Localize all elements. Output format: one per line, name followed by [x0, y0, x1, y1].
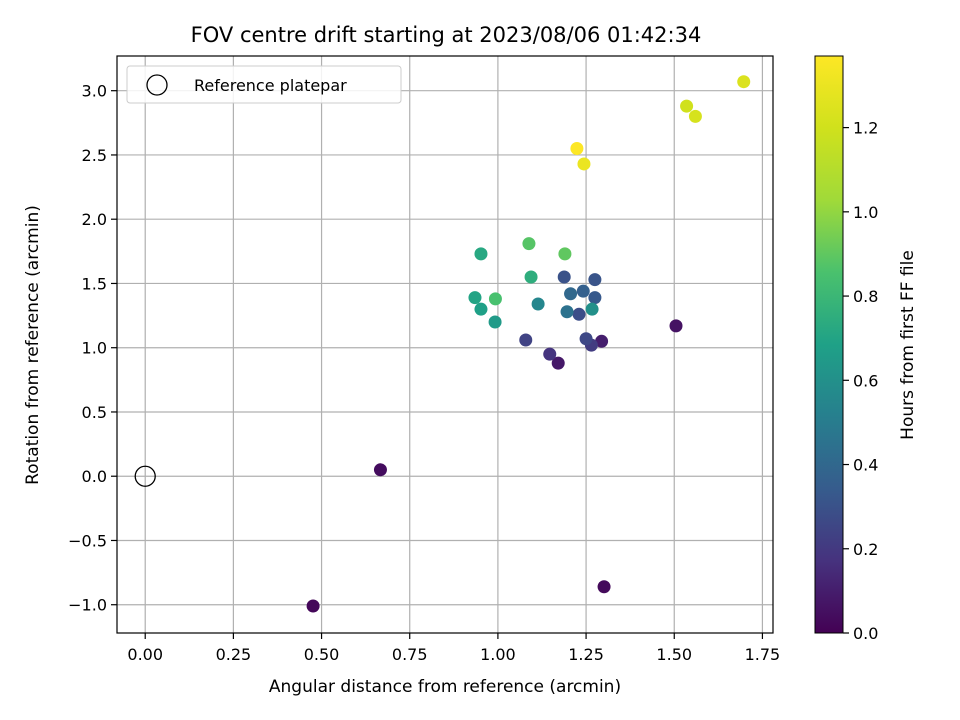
- colorbar: 0.0 0.2 0.4 0.6 0.8 1.0 1.2 Hours from first F…: [814, 55, 918, 643]
- reference-platepar-marker: [134, 465, 156, 487]
- data-point: [588, 273, 602, 287]
- data-point: [595, 334, 609, 348]
- legend-reference-marker: [146, 74, 168, 96]
- data-point: [558, 247, 572, 261]
- y-tick-label: 1.0: [82, 339, 107, 358]
- y-tick-label: −0.5: [68, 531, 107, 550]
- y-tick-label: 2.0: [82, 210, 107, 229]
- chart-title: FOV centre drift starting at 2023/08/06 …: [191, 23, 702, 47]
- data-point: [306, 599, 320, 613]
- x-tick-label: 0.00: [127, 645, 163, 664]
- y-tick-label: 0.0: [82, 467, 107, 486]
- colorbar-tick-label: 0.6: [853, 371, 878, 390]
- data-point: [531, 297, 545, 311]
- colorbar-tick-label: 1.0: [853, 203, 878, 222]
- data-point: [519, 333, 533, 347]
- data-points: [134, 75, 751, 613]
- data-point: [680, 99, 694, 113]
- plot-frame: [116, 55, 774, 634]
- y-tick-label: 3.0: [82, 82, 107, 101]
- colorbar-frame: [814, 55, 844, 634]
- colorbar-tick-label: 0.0: [853, 624, 878, 643]
- x-tick-label: 1.50: [656, 645, 692, 664]
- x-tick-label: 1.75: [745, 645, 781, 664]
- data-point: [474, 302, 488, 316]
- data-point: [522, 237, 536, 251]
- data-point: [688, 109, 702, 123]
- legend-box: [126, 65, 402, 104]
- data-point: [557, 270, 571, 284]
- data-point: [373, 463, 387, 477]
- data-point: [488, 292, 502, 306]
- data-point: [585, 302, 599, 316]
- data-point: [564, 287, 578, 301]
- data-point: [588, 291, 602, 305]
- x-axis-ticks: 0.00 0.25 0.50 0.75 1.00 1.25 1.50 1.75: [127, 633, 780, 664]
- data-point: [577, 157, 591, 171]
- y-tick-label: −1.0: [68, 596, 107, 615]
- data-point: [551, 356, 565, 370]
- colorbar-tick-label: 0.8: [853, 287, 878, 306]
- y-tick-label: 2.5: [82, 146, 107, 165]
- data-point: [579, 332, 593, 346]
- colorbar-tick-label: 1.2: [853, 119, 878, 138]
- colorbar-tick-label: 0.4: [853, 456, 878, 475]
- colorbar-label: Hours from first FF file: [898, 250, 918, 440]
- grid-lines: [117, 56, 773, 633]
- data-point: [474, 247, 488, 261]
- data-point: [488, 315, 502, 329]
- colorbar-tick-label: 0.2: [853, 540, 878, 559]
- x-axis-label: Angular distance from reference (arcmin): [269, 677, 621, 697]
- data-point: [737, 75, 751, 89]
- data-point: [669, 319, 683, 333]
- y-axis-ticks: −1.0 −0.5 0.0 0.5 1.0 1.5 2.0 2.5 3.0: [68, 82, 117, 615]
- data-point: [572, 307, 586, 321]
- colorbar-gradient: [815, 56, 843, 633]
- data-point: [570, 142, 584, 156]
- y-axis-label: Rotation from reference (arcmin): [23, 205, 43, 485]
- colorbar-ticks: 0.0 0.2 0.4 0.6 0.8 1.0 1.2: [843, 119, 878, 643]
- data-point: [560, 305, 574, 319]
- data-point: [576, 284, 590, 298]
- data-point: [524, 270, 538, 284]
- data-point: [543, 347, 557, 361]
- x-tick-label: 0.75: [392, 645, 428, 664]
- x-tick-label: 0.50: [304, 645, 340, 664]
- x-tick-label: 0.25: [216, 645, 252, 664]
- data-point: [468, 291, 482, 305]
- y-tick-label: 1.5: [82, 274, 107, 293]
- legend: Reference platepar: [126, 65, 402, 104]
- legend-label: Reference platepar: [194, 76, 347, 95]
- y-tick-label: 0.5: [82, 403, 107, 422]
- x-tick-label: 1.00: [480, 645, 516, 664]
- data-point: [597, 580, 611, 594]
- x-tick-label: 1.25: [568, 645, 604, 664]
